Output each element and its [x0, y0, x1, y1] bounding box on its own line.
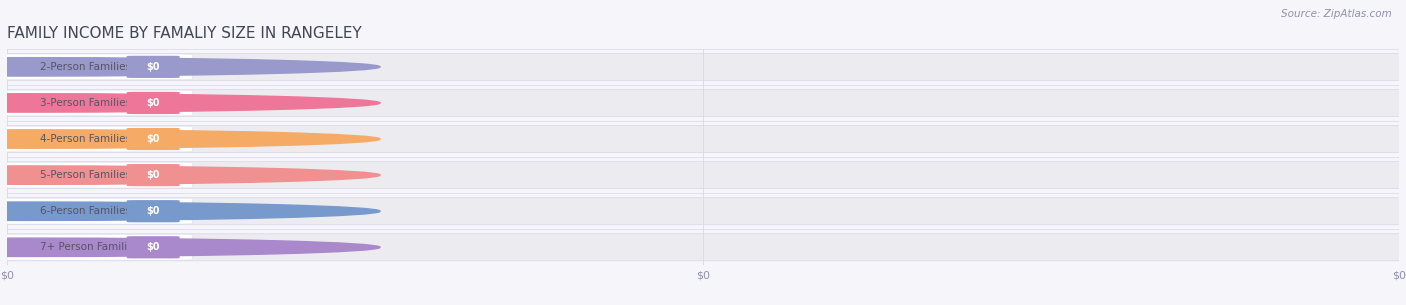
FancyBboxPatch shape	[0, 162, 193, 188]
FancyBboxPatch shape	[0, 126, 193, 152]
FancyBboxPatch shape	[0, 234, 1406, 261]
FancyBboxPatch shape	[127, 236, 180, 258]
Text: $0: $0	[146, 134, 160, 144]
Circle shape	[0, 202, 380, 221]
Circle shape	[0, 238, 380, 257]
FancyBboxPatch shape	[0, 125, 1406, 152]
FancyBboxPatch shape	[127, 92, 180, 114]
Text: $0: $0	[146, 170, 160, 180]
FancyBboxPatch shape	[0, 54, 193, 80]
Text: $0: $0	[146, 206, 160, 216]
Text: $0: $0	[146, 242, 160, 252]
Text: 3-Person Families: 3-Person Families	[41, 98, 131, 108]
Text: 2-Person Families: 2-Person Families	[41, 62, 131, 72]
Text: 4-Person Families: 4-Person Families	[41, 134, 131, 144]
Circle shape	[0, 58, 380, 76]
Text: 6-Person Families: 6-Person Families	[41, 206, 131, 216]
Text: $0: $0	[146, 62, 160, 72]
Text: 5-Person Families: 5-Person Families	[41, 170, 131, 180]
FancyBboxPatch shape	[0, 162, 1406, 189]
Circle shape	[0, 130, 380, 148]
FancyBboxPatch shape	[0, 198, 193, 224]
FancyBboxPatch shape	[127, 128, 180, 150]
FancyBboxPatch shape	[0, 89, 1406, 117]
FancyBboxPatch shape	[127, 56, 180, 78]
Circle shape	[0, 166, 380, 184]
Text: FAMILY INCOME BY FAMALIY SIZE IN RANGELEY: FAMILY INCOME BY FAMALIY SIZE IN RANGELE…	[7, 26, 361, 41]
Text: Source: ZipAtlas.com: Source: ZipAtlas.com	[1281, 9, 1392, 19]
FancyBboxPatch shape	[127, 200, 180, 222]
FancyBboxPatch shape	[0, 235, 193, 260]
FancyBboxPatch shape	[0, 90, 193, 116]
FancyBboxPatch shape	[0, 53, 1406, 81]
FancyBboxPatch shape	[127, 164, 180, 186]
Circle shape	[0, 94, 380, 112]
Text: $0: $0	[146, 98, 160, 108]
Text: 7+ Person Families: 7+ Person Families	[41, 242, 139, 252]
FancyBboxPatch shape	[0, 198, 1406, 225]
